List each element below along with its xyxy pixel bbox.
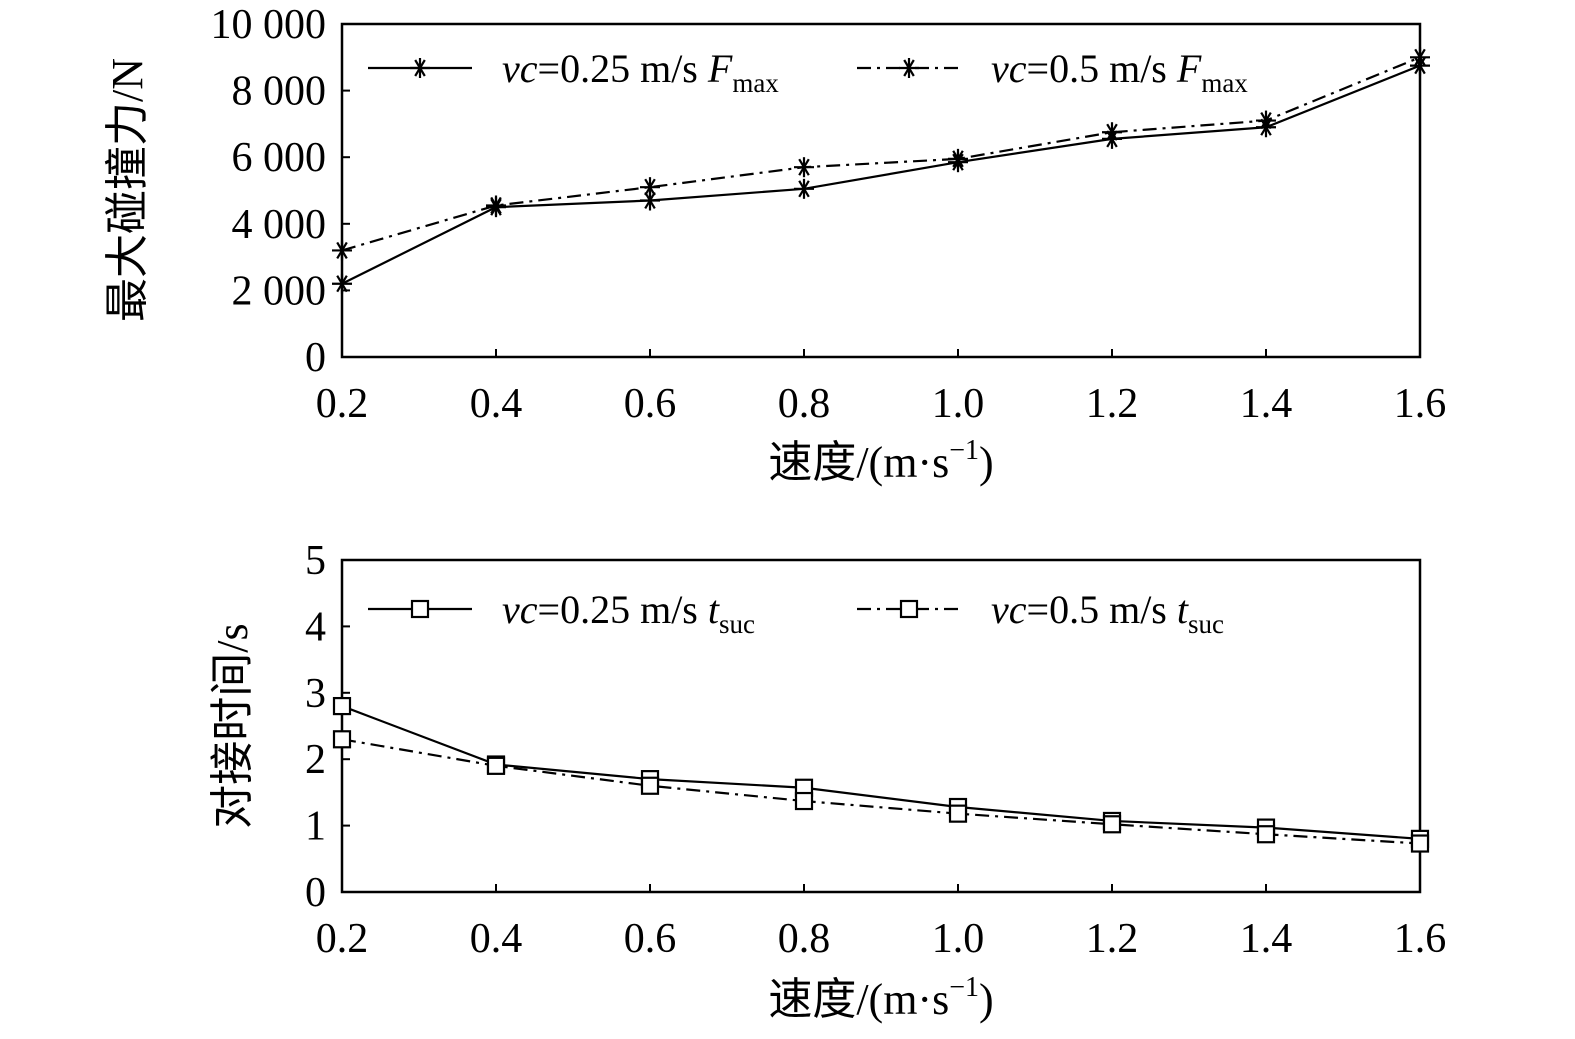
series-line [341, 705, 1421, 840]
x-tick-label: 1.6 [1394, 381, 1447, 427]
data-point [1410, 834, 1430, 853]
legend-marker [899, 599, 919, 619]
y-tick-label: 5 [305, 538, 326, 584]
y-tick-label: 4 000 [232, 202, 327, 248]
data-point [640, 177, 660, 198]
y-tick-label: 0 [305, 870, 326, 916]
series-line [341, 738, 1421, 845]
data-point [1102, 815, 1122, 834]
x-tick-label: 0.6 [624, 916, 677, 962]
data-point [332, 240, 352, 261]
x-tick-label: 0.2 [316, 916, 369, 962]
x-tick-label: 1.4 [1240, 381, 1293, 427]
data-point [794, 178, 814, 199]
data-point [794, 791, 814, 811]
y-tick-label: 3 [305, 671, 326, 717]
data-point [1256, 825, 1276, 844]
x-tick-label: 1.4 [1240, 916, 1293, 962]
legend-entry: vc=0.5 m/s Fmax [857, 46, 1248, 98]
data-point [486, 195, 506, 216]
x-tick-label: 1.0 [932, 381, 985, 427]
x-tick-label: 0.6 [624, 381, 677, 427]
legend-entry: vc=0.5 m/s tsuc [857, 587, 1224, 639]
x-tick-label: 0.8 [778, 381, 831, 427]
series-0 [332, 55, 1430, 294]
legend-marker [899, 58, 919, 78]
y-tick-label: 2 [305, 737, 326, 783]
y-tick-label: 0 [305, 335, 326, 381]
legend-entry: vc=0.25 m/s tsuc [368, 587, 755, 639]
series-line [341, 64, 1421, 285]
series-line [341, 56, 1421, 252]
plot-frame [340, 22, 1422, 359]
data-point [794, 157, 814, 178]
x-axis-label: 速度/(m·s−1) [768, 972, 993, 1024]
data-point [1256, 110, 1276, 131]
data-point [332, 730, 352, 749]
data-point [486, 756, 506, 775]
data-point [332, 696, 352, 716]
legend-label: vc=0.5 m/s tsuc [991, 587, 1224, 639]
x-tick-label: 1.0 [932, 916, 985, 962]
panel-max-collision-force: 0 2 000 4 000 6 000 8 000 10 000 0.2 0.4 0.6 0.8 1… [103, 2, 1446, 487]
y-tick-label: 10 000 [211, 2, 327, 48]
y-axis-label: 对接时间/s [208, 623, 257, 828]
plot-frame [340, 558, 1422, 894]
data-point [1410, 47, 1430, 68]
y-tick-label: 2 000 [232, 268, 327, 314]
data-point [640, 776, 660, 795]
y-tick-label: 8 000 [232, 69, 327, 115]
legend-marker [410, 599, 430, 619]
y-tick-label: 4 [305, 604, 326, 650]
data-point [332, 273, 352, 294]
data-point [948, 148, 968, 169]
panel-docking-time: 0 1 2 3 4 5 0.2 0.4 0.6 0.8 1.0 1.2 1.4 1.6 速度/(m·s−1)… [208, 538, 1446, 1024]
legend-marker [410, 58, 430, 78]
x-tick-label: 1.6 [1394, 916, 1447, 962]
y-axis-label: 最大碰撞力/N [103, 58, 152, 322]
x-tick-label: 0.4 [470, 381, 523, 427]
x-tick-label: 0.8 [778, 916, 831, 962]
series-1 [332, 730, 1430, 853]
legend-label: vc=0.25 m/s tsuc [502, 587, 755, 639]
x-axis-label: 速度/(m·s−1) [768, 435, 993, 487]
legend-label: vc=0.25 m/s Fmax [502, 46, 779, 98]
legend-label: vc=0.5 m/s Fmax [991, 46, 1248, 98]
data-point [1102, 122, 1122, 143]
x-tick-label: 1.2 [1086, 916, 1139, 962]
y-tick-label: 1 [305, 804, 326, 850]
y-tick-label: 6 000 [232, 135, 327, 181]
x-tick-label: 0.4 [470, 916, 523, 962]
legend-entry: vc=0.25 m/s Fmax [368, 46, 779, 98]
x-tick-label: 0.2 [316, 381, 369, 427]
series-1 [332, 47, 1430, 261]
data-point [948, 804, 968, 823]
x-tick-label: 1.2 [1086, 381, 1139, 427]
